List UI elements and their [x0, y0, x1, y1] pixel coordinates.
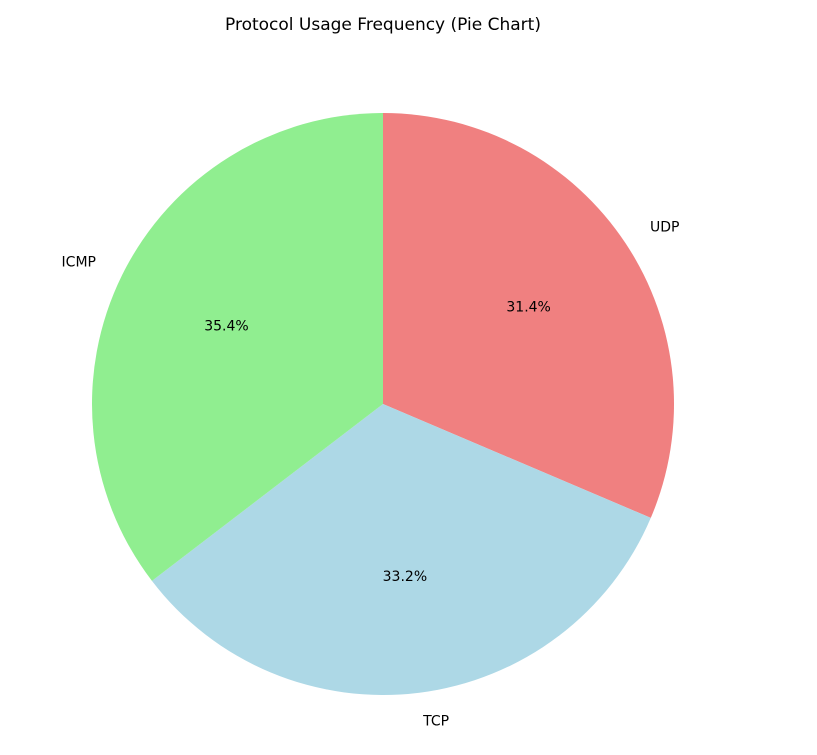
pie-labels: UDP 31.4% TCP 33.2% ICMP 35.4% [62, 219, 680, 729]
slice-label-tcp: TCP [422, 714, 449, 730]
slice-percent-icmp: 35.4% [204, 319, 248, 335]
pie-slices [92, 113, 674, 696]
slice-percent-tcp: 33.2% [383, 569, 427, 585]
slice-label-udp: UDP [650, 219, 679, 235]
slice-label-icmp: ICMP [62, 254, 96, 270]
slice-percent-udp: 31.4% [506, 300, 550, 316]
pie-slice-tcp [151, 404, 651, 696]
pie-slice-icmp [92, 113, 384, 581]
pie-slice-udp [383, 113, 674, 518]
chart-title: Protocol Usage Frequency (Pie Chart) [225, 15, 541, 35]
